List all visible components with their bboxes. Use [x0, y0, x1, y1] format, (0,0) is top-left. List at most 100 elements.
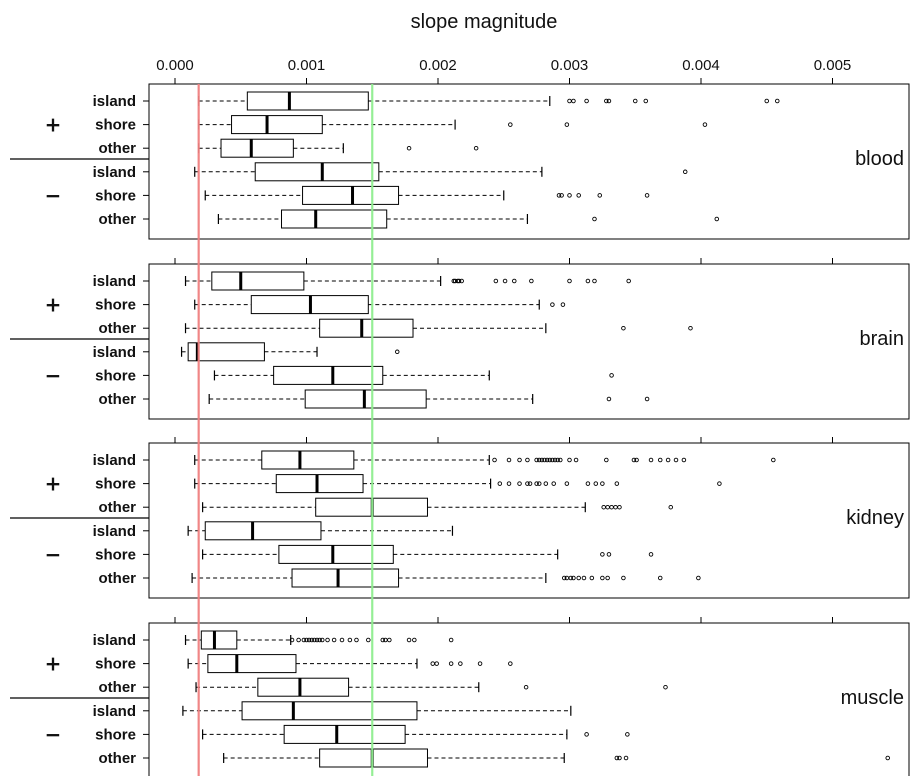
box-shore: shore [95, 185, 650, 205]
outlier-point [764, 98, 770, 104]
outlier-point [296, 637, 301, 643]
outlier-point [331, 637, 337, 643]
box-island: island [93, 701, 572, 721]
outlier-point [508, 122, 513, 127]
outlier-point [512, 278, 517, 284]
iqr-box [291, 568, 400, 588]
outlier-point [657, 575, 663, 581]
outlier-point [556, 193, 562, 198]
outlier-point [561, 575, 567, 581]
box-shore: shore [95, 724, 630, 744]
box-other: other [99, 748, 890, 768]
group-sign: + [45, 472, 62, 496]
outlier-point [621, 575, 626, 581]
outlier-point [601, 504, 606, 510]
outlier-point [567, 193, 572, 198]
outlier-point [567, 278, 572, 284]
outlier-point [317, 637, 322, 643]
outlier-point [673, 457, 679, 463]
outlier-point [600, 481, 605, 486]
outlier-point [571, 98, 576, 104]
iqr-box [241, 701, 418, 721]
box-shore: shore [95, 544, 654, 564]
outlier-point [568, 575, 574, 581]
box-shore: shore [95, 295, 566, 315]
outlier-point [550, 457, 555, 463]
outlier-point [555, 457, 560, 463]
box-shore: shore [95, 365, 614, 385]
panel-blood: blood + − island shore other island shore other [10, 83, 910, 240]
box-shore: shore [95, 115, 708, 135]
box-island: island [93, 91, 780, 111]
outlier-point [339, 637, 345, 643]
outlier-point [625, 732, 630, 737]
outlier-point [623, 755, 629, 761]
row-label: other [99, 391, 137, 408]
row-label: island [93, 703, 136, 720]
outlier-point [613, 504, 618, 510]
outlier-point [347, 637, 353, 643]
outlier-point [681, 457, 687, 463]
iqr-box [207, 654, 297, 674]
outlier-point [448, 661, 454, 666]
outlier-point [606, 552, 612, 557]
iqr-box [257, 677, 350, 697]
panel-label: blood [855, 148, 904, 170]
row-label: island [93, 164, 136, 181]
outlier-point [717, 481, 722, 486]
outlier-point [771, 457, 776, 463]
row-label: shore [95, 656, 136, 673]
iqr-box [281, 209, 388, 229]
outlier-point [605, 575, 610, 581]
outlier-point [585, 278, 591, 284]
row-label: shore [95, 726, 136, 743]
x-tick-label: 0.004 [682, 57, 720, 74]
iqr-box [187, 342, 265, 362]
panel-frame [148, 442, 910, 599]
group-sign: − [45, 363, 62, 387]
outlier-point [657, 457, 663, 463]
iqr-box [200, 630, 238, 650]
outlier-point [584, 98, 589, 104]
outlier-point [885, 755, 890, 761]
row-label: other [99, 750, 137, 767]
outlier-point [534, 481, 539, 486]
row-label: other [99, 679, 137, 696]
outlier-point [458, 661, 463, 666]
outlier-point [663, 684, 668, 690]
iqr-box [283, 724, 406, 744]
outlier-point [552, 457, 558, 463]
box-other: other [99, 318, 693, 338]
outlier-point [406, 637, 412, 643]
outlier-point [631, 457, 637, 463]
outlier-point [682, 169, 688, 175]
outlier-point [584, 732, 589, 737]
panel-brain: brain + − island shore other island shore other [10, 258, 910, 420]
outlier-point [544, 457, 550, 463]
outlier-point [597, 193, 602, 198]
x-tick-label: 0.002 [419, 57, 457, 74]
outlier-point [430, 661, 435, 666]
panel-label: kidney [846, 507, 904, 529]
group-sign: − [45, 722, 62, 746]
outlier-point [665, 457, 671, 463]
outlier-point [644, 396, 650, 402]
outlier-point [606, 396, 612, 402]
outlier-point [497, 481, 503, 486]
outlier-point [325, 637, 330, 643]
group-sign: + [45, 293, 62, 317]
row-label: shore [95, 476, 136, 493]
panel-label: muscle [841, 687, 904, 709]
outlier-point [714, 216, 720, 222]
box-shore: shore [95, 474, 722, 494]
outlier-point [576, 575, 581, 581]
outlier-point [301, 637, 307, 643]
x-tick-label: 0.005 [814, 57, 852, 74]
outlier-point [529, 278, 534, 284]
outlier-point [525, 481, 530, 486]
iqr-box [275, 474, 364, 494]
row-label: island [93, 344, 136, 361]
row-label: other [99, 570, 137, 587]
iqr-box [211, 271, 305, 291]
outlier-point [506, 457, 512, 463]
